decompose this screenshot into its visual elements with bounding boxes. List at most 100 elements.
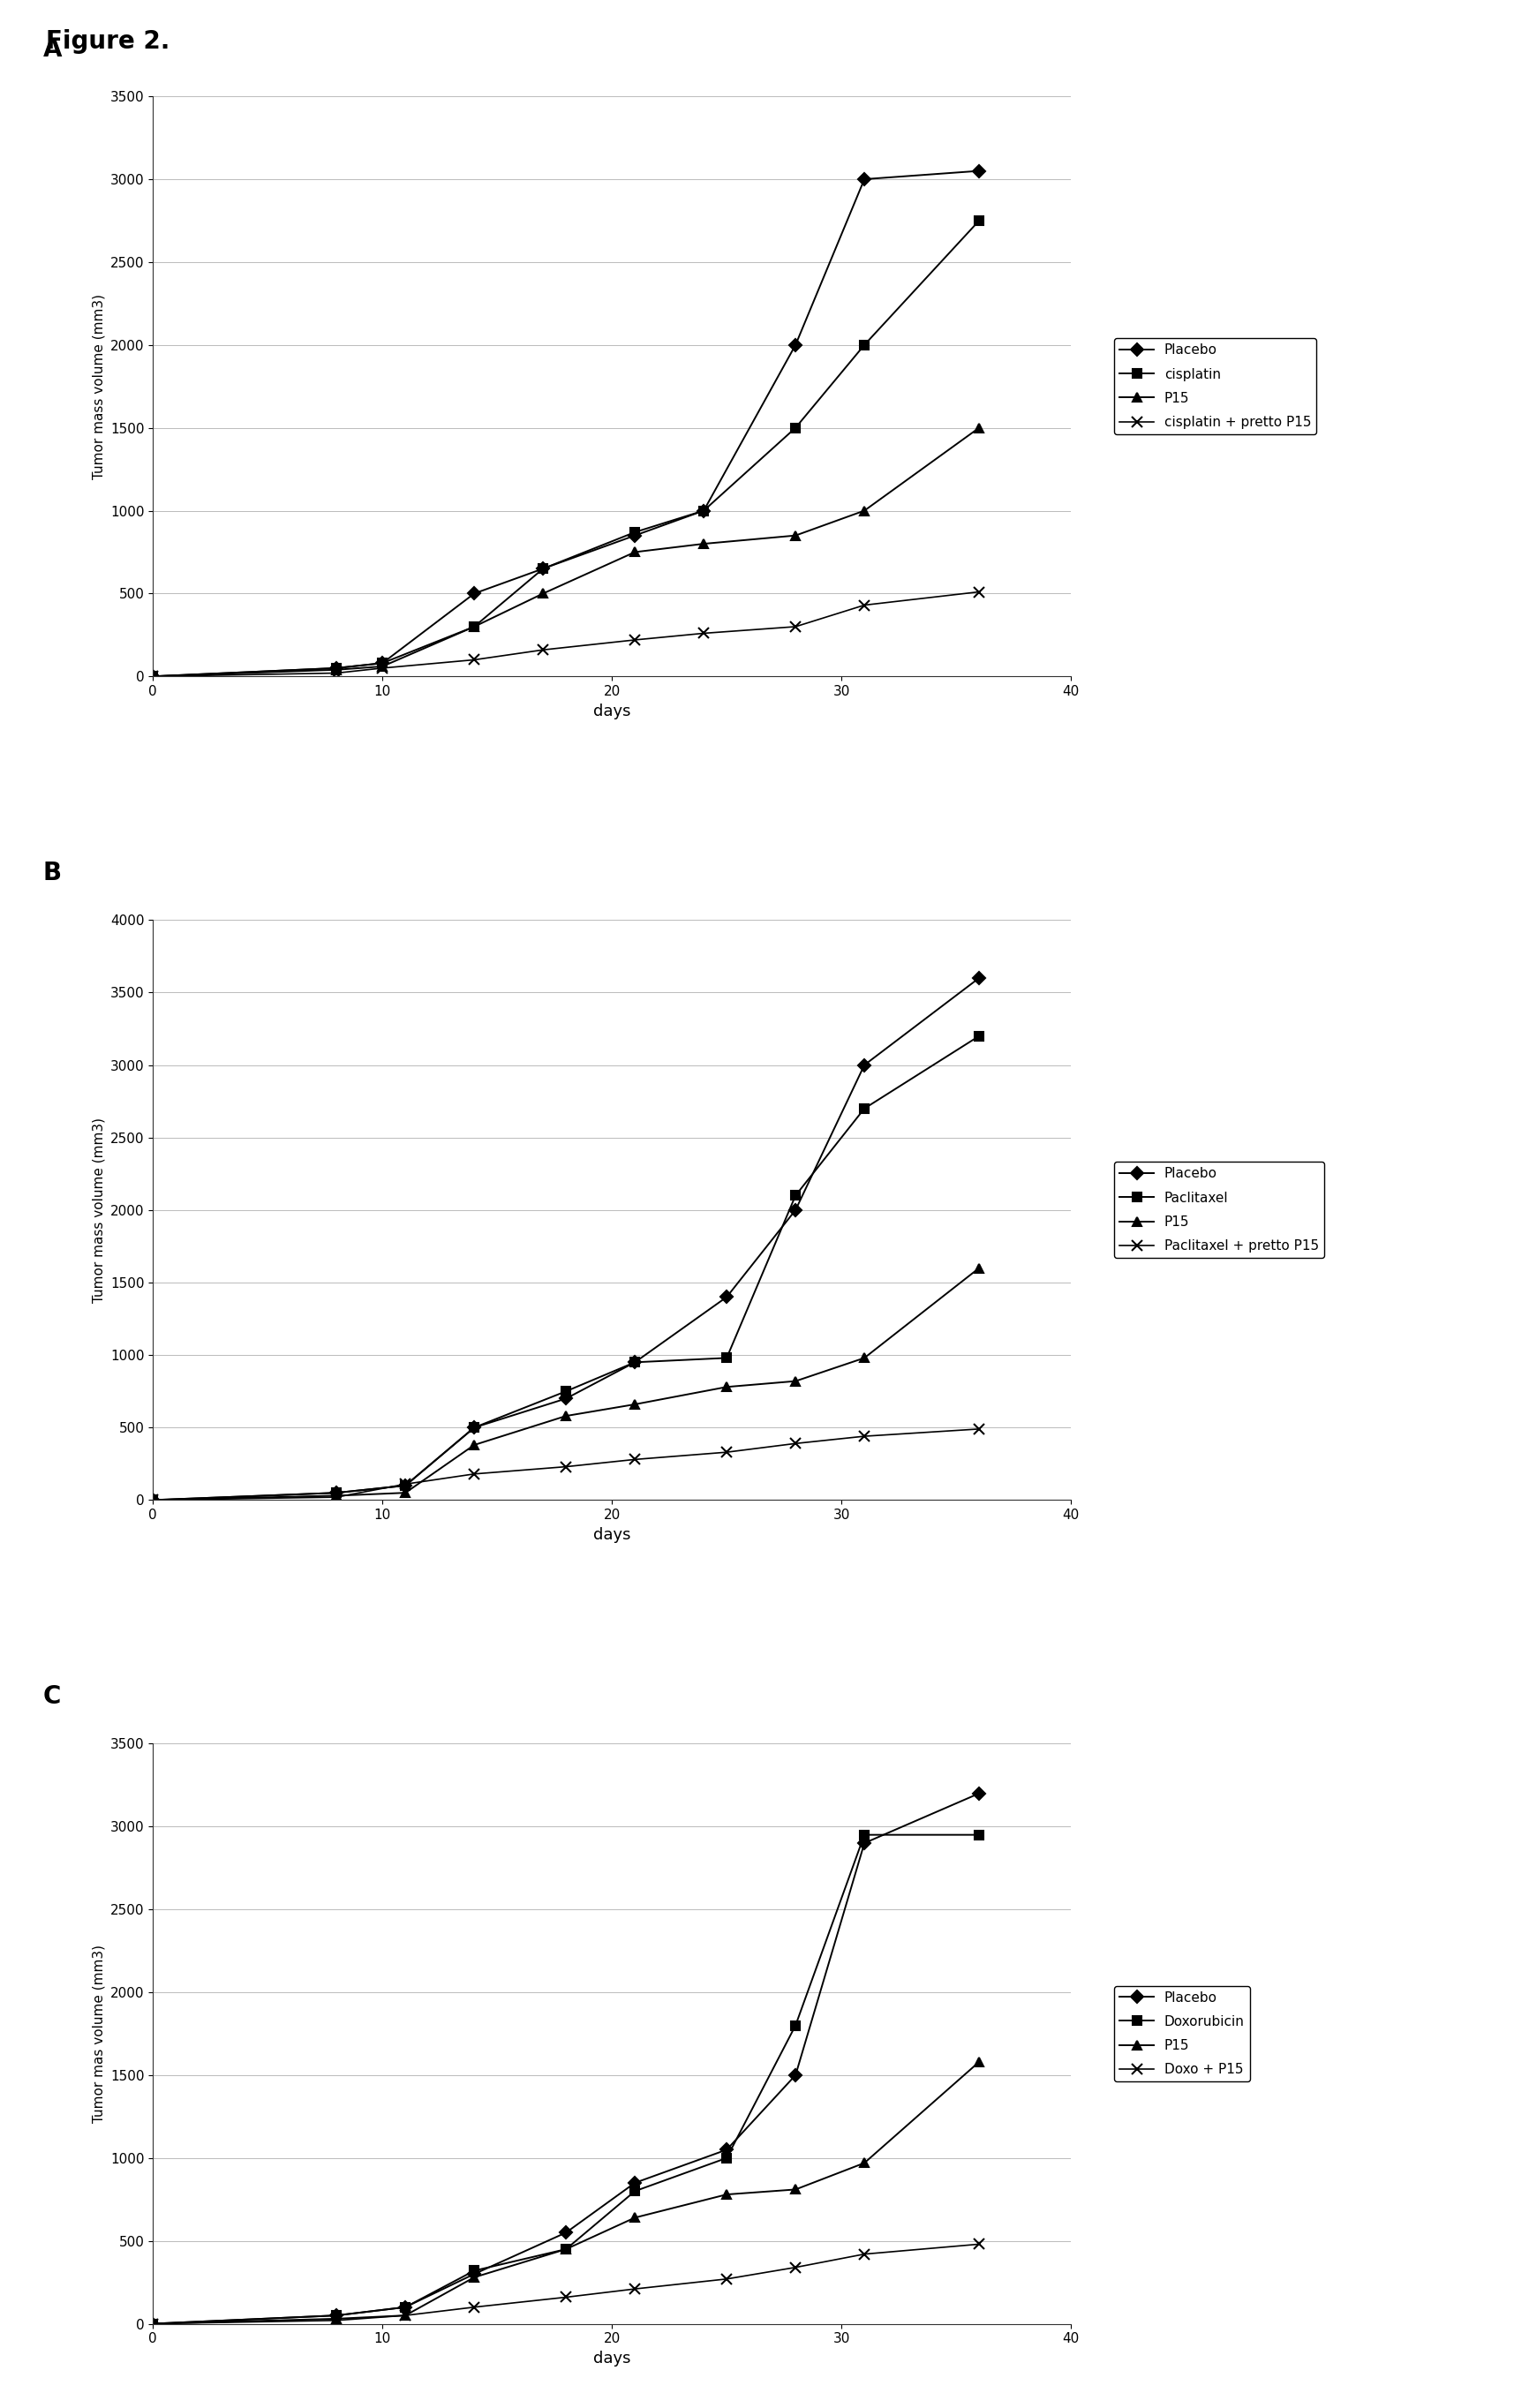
Line: cisplatin: cisplatin (148, 217, 983, 681)
Line: cisplatin + pretto P15: cisplatin + pretto P15 (147, 585, 985, 681)
P15 (557, 2235, 575, 2264)
Placebo (557, 2218, 575, 2247)
Line: Doxorubicin: Doxorubicin (148, 1830, 983, 2329)
Doxo + P15 (786, 2254, 804, 2283)
Placebo (144, 1486, 162, 1515)
P15 (694, 530, 713, 559)
Paclitaxel (327, 1479, 346, 1507)
Paclitaxel (144, 1486, 162, 1515)
P15 (855, 1344, 873, 1373)
cisplatin (786, 414, 804, 443)
cisplatin (694, 496, 713, 525)
Paclitaxel (786, 1180, 804, 1209)
Y-axis label: Tumor mass volume (mm3): Tumor mass volume (mm3) (92, 294, 106, 479)
Line: Placebo: Placebo (148, 166, 983, 681)
cisplatin + pretto P15 (855, 590, 873, 619)
Paclitaxel (855, 1093, 873, 1122)
Doxo + P15 (625, 2276, 644, 2304)
P15 (373, 653, 391, 681)
Line: P15: P15 (148, 1264, 983, 1505)
cisplatin (625, 518, 644, 547)
P15 (396, 2302, 414, 2331)
Line: Paclitaxel + pretto P15: Paclitaxel + pretto P15 (147, 1423, 985, 1505)
cisplatin (969, 207, 988, 236)
Placebo (534, 554, 552, 583)
cisplatin (534, 554, 552, 583)
Placebo (625, 520, 644, 549)
P15 (534, 578, 552, 607)
P15 (969, 1255, 988, 1283)
X-axis label: days: days (593, 1527, 630, 1544)
Legend: Placebo, Doxorubicin, P15, Doxo + P15: Placebo, Doxorubicin, P15, Doxo + P15 (1113, 1987, 1249, 2083)
Placebo (717, 1283, 735, 1312)
Paclitaxel + pretto P15 (327, 1483, 346, 1512)
Placebo (327, 653, 346, 681)
P15 (786, 1368, 804, 1397)
cisplatin + pretto P15 (534, 636, 552, 665)
Placebo (786, 2061, 804, 2090)
cisplatin (327, 653, 346, 681)
Paclitaxel + pretto P15 (396, 1469, 414, 1498)
P15 (465, 1430, 483, 1459)
Line: P15: P15 (148, 424, 983, 681)
Y-axis label: Tumor mas volume (mm3): Tumor mas volume (mm3) (92, 1946, 106, 2124)
cisplatin (144, 662, 162, 691)
Placebo (465, 2259, 483, 2288)
Doxo + P15 (327, 2307, 346, 2336)
cisplatin + pretto P15 (465, 645, 483, 674)
Placebo (144, 2309, 162, 2338)
Paclitaxel + pretto P15 (557, 1452, 575, 1481)
Paclitaxel + pretto P15 (144, 1486, 162, 1515)
Doxo + P15 (396, 2302, 414, 2331)
Placebo (327, 2302, 346, 2331)
Placebo (396, 1471, 414, 1500)
Paclitaxel + pretto P15 (717, 1438, 735, 1466)
Doxorubicin (144, 2309, 162, 2338)
P15 (625, 1389, 644, 1418)
Placebo (625, 1348, 644, 1377)
cisplatin + pretto P15 (144, 662, 162, 691)
P15 (855, 2148, 873, 2177)
Legend: Placebo, cisplatin, P15, cisplatin + pretto P15: Placebo, cisplatin, P15, cisplatin + pre… (1113, 337, 1316, 433)
P15 (625, 537, 644, 566)
Placebo (465, 578, 483, 607)
P15 (396, 1479, 414, 1507)
P15 (327, 655, 346, 684)
Line: Paclitaxel: Paclitaxel (148, 1031, 983, 1505)
Y-axis label: Tumor mass volume (mm3): Tumor mass volume (mm3) (92, 1117, 106, 1303)
Placebo (694, 496, 713, 525)
cisplatin (465, 612, 483, 641)
Legend: Placebo, Paclitaxel, P15, Paclitaxel + pretto P15: Placebo, Paclitaxel, P15, Paclitaxel + p… (1113, 1163, 1324, 1257)
Line: Placebo: Placebo (148, 1789, 983, 2329)
X-axis label: days: days (593, 2350, 630, 2367)
Placebo (373, 648, 391, 677)
Doxorubicin (557, 2235, 575, 2264)
Placebo (855, 164, 873, 193)
cisplatin (855, 330, 873, 359)
Paclitaxel (969, 1021, 988, 1050)
Paclitaxel (557, 1377, 575, 1406)
Doxorubicin (717, 2143, 735, 2172)
Placebo (717, 2136, 735, 2165)
Paclitaxel + pretto P15 (969, 1413, 988, 1442)
Placebo (786, 330, 804, 359)
cisplatin + pretto P15 (373, 653, 391, 681)
P15 (144, 1486, 162, 1515)
Placebo (969, 1780, 988, 1808)
P15 (465, 2264, 483, 2292)
Text: C: C (43, 1683, 61, 1710)
cisplatin + pretto P15 (694, 619, 713, 648)
Doxorubicin (327, 2302, 346, 2331)
P15 (327, 2304, 346, 2333)
Placebo (969, 157, 988, 185)
Placebo (327, 1479, 346, 1507)
P15 (465, 612, 483, 641)
Placebo (465, 1413, 483, 1442)
Placebo (625, 2167, 644, 2196)
Doxorubicin (396, 2292, 414, 2321)
Text: A: A (43, 36, 61, 63)
Doxorubicin (786, 2011, 804, 2040)
Line: Doxo + P15: Doxo + P15 (147, 2239, 985, 2329)
cisplatin + pretto P15 (625, 626, 644, 655)
Placebo (557, 1385, 575, 1413)
